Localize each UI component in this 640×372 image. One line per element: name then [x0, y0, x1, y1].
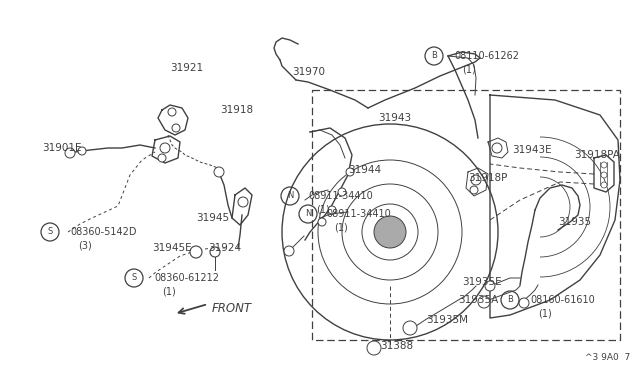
Circle shape	[338, 188, 346, 196]
Text: ^3 9A0  7: ^3 9A0 7	[585, 353, 630, 362]
Text: (1): (1)	[462, 65, 476, 75]
Text: (3): (3)	[78, 241, 92, 251]
Circle shape	[470, 186, 478, 194]
Circle shape	[172, 124, 180, 132]
Text: 08911-34410: 08911-34410	[308, 191, 372, 201]
Text: S: S	[47, 228, 52, 237]
Circle shape	[238, 197, 248, 207]
Text: 31935E: 31935E	[462, 277, 502, 287]
Text: 31945: 31945	[196, 213, 229, 223]
Text: (1): (1)	[538, 309, 552, 319]
Circle shape	[471, 175, 481, 185]
Text: 08360-5142D: 08360-5142D	[70, 227, 136, 237]
Circle shape	[601, 162, 607, 168]
Text: 08160-61610: 08160-61610	[530, 295, 595, 305]
Text: 31970: 31970	[292, 67, 325, 77]
Text: 31945E: 31945E	[152, 243, 191, 253]
Circle shape	[519, 298, 529, 308]
Text: B: B	[431, 51, 437, 61]
Text: N: N	[305, 209, 311, 218]
Circle shape	[328, 206, 336, 214]
Circle shape	[214, 167, 224, 177]
Circle shape	[485, 281, 495, 291]
Text: 31918P: 31918P	[468, 173, 508, 183]
Circle shape	[160, 143, 170, 153]
Text: 08360-61212: 08360-61212	[154, 273, 219, 283]
Text: 31901E: 31901E	[42, 143, 81, 153]
Circle shape	[346, 168, 354, 176]
Text: 31918PA: 31918PA	[574, 150, 620, 160]
Text: (1): (1)	[334, 223, 348, 233]
Text: 31935: 31935	[558, 217, 591, 227]
Circle shape	[374, 216, 406, 248]
Circle shape	[78, 147, 86, 155]
Text: 31921: 31921	[170, 63, 203, 73]
Bar	[312, 90, 620, 340]
Text: (1): (1)	[162, 287, 176, 297]
Circle shape	[318, 218, 326, 226]
Circle shape	[284, 246, 294, 256]
Circle shape	[403, 321, 417, 335]
Circle shape	[478, 296, 490, 308]
Text: (1): (1)	[316, 205, 330, 215]
Text: 31943: 31943	[378, 113, 411, 123]
Circle shape	[158, 154, 166, 162]
Text: 31944: 31944	[348, 165, 381, 175]
Text: FRONT: FRONT	[212, 301, 252, 314]
Circle shape	[492, 143, 502, 153]
Circle shape	[601, 172, 607, 178]
Circle shape	[190, 246, 202, 258]
Circle shape	[367, 341, 381, 355]
Text: B: B	[507, 295, 513, 305]
Circle shape	[601, 182, 607, 188]
Circle shape	[210, 247, 220, 257]
Text: S: S	[131, 273, 136, 282]
Text: 31943E: 31943E	[512, 145, 552, 155]
Text: 31924: 31924	[208, 243, 241, 253]
Circle shape	[168, 108, 176, 116]
Circle shape	[65, 148, 75, 158]
Text: 31935M: 31935M	[426, 315, 468, 325]
Text: 08110-61262: 08110-61262	[454, 51, 519, 61]
Text: N: N	[287, 192, 293, 201]
Text: 31935A: 31935A	[458, 295, 499, 305]
Text: 31918: 31918	[220, 105, 253, 115]
Text: 31388: 31388	[380, 341, 413, 351]
Text: 08911-34410: 08911-34410	[326, 209, 391, 219]
